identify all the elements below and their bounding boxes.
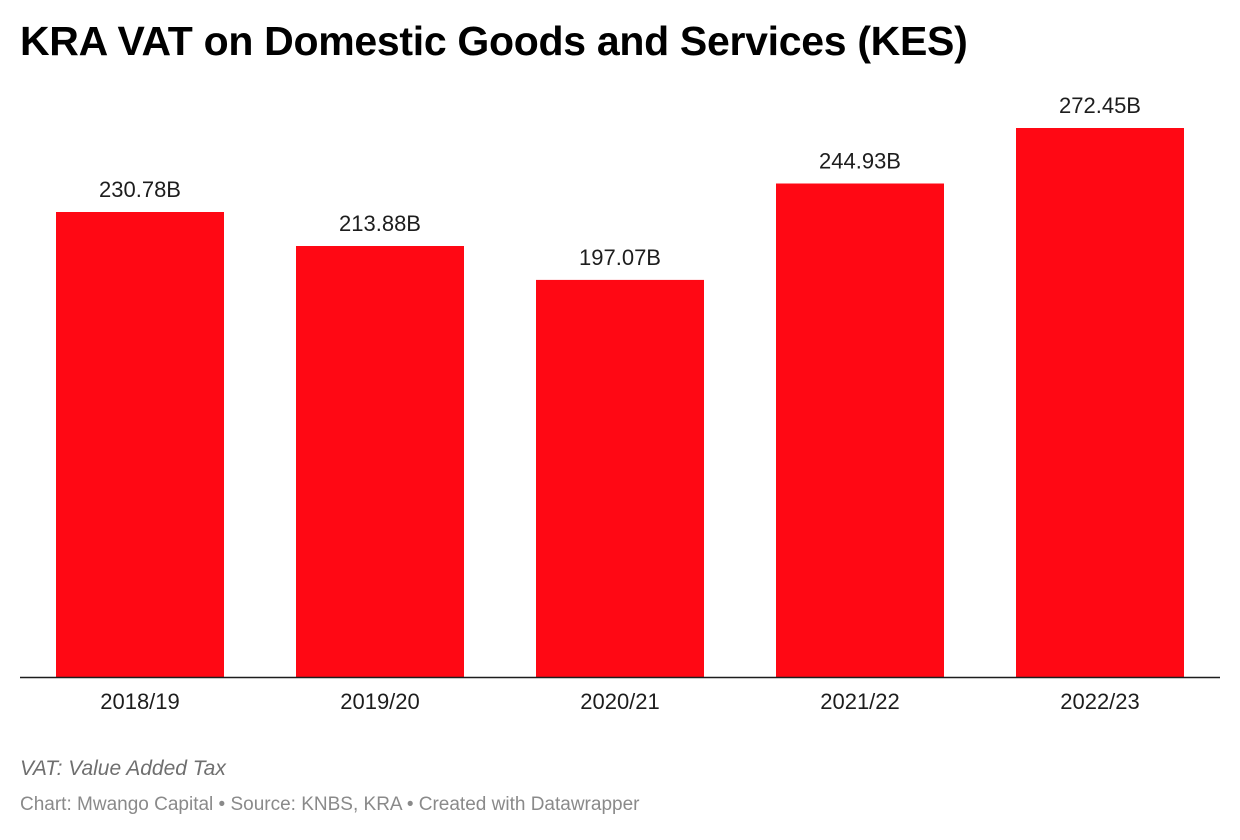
chart-byline: Chart: Mwango Capital • Source: KNBS, KR… xyxy=(20,794,640,815)
x-tick-label: 2021/22 xyxy=(820,689,900,714)
chart-notes: VAT: Value Added Tax xyxy=(20,757,226,780)
bar-2018-19 xyxy=(56,212,224,677)
x-tick-label: 2020/21 xyxy=(580,689,660,714)
bars-group xyxy=(56,128,1184,677)
bar-value-label: 213.88B xyxy=(339,211,421,236)
bar-value-label: 244.93B xyxy=(819,149,901,174)
bar-value-label: 197.07B xyxy=(579,245,661,270)
bar-value-label: 272.45B xyxy=(1059,93,1141,118)
x-tick-label: 2019/20 xyxy=(340,689,420,714)
bar-2020-21 xyxy=(536,279,704,677)
bar-value-label: 230.78B xyxy=(99,177,181,202)
x-tick-label: 2022/23 xyxy=(1060,689,1140,714)
tick-labels-group: 2018/19 2019/20 2020/21 2021/22 2022/23 xyxy=(100,689,1140,714)
value-labels-group: 230.78B 213.88B 197.07B 244.93B 272.45B xyxy=(99,93,1141,270)
bar-2022-23 xyxy=(1016,128,1184,677)
bar-2021-22 xyxy=(776,183,944,677)
x-tick-label: 2018/19 xyxy=(100,689,180,714)
bar-2019-20 xyxy=(296,246,464,677)
chart-title: KRA VAT on Domestic Goods and Services (… xyxy=(20,18,968,64)
